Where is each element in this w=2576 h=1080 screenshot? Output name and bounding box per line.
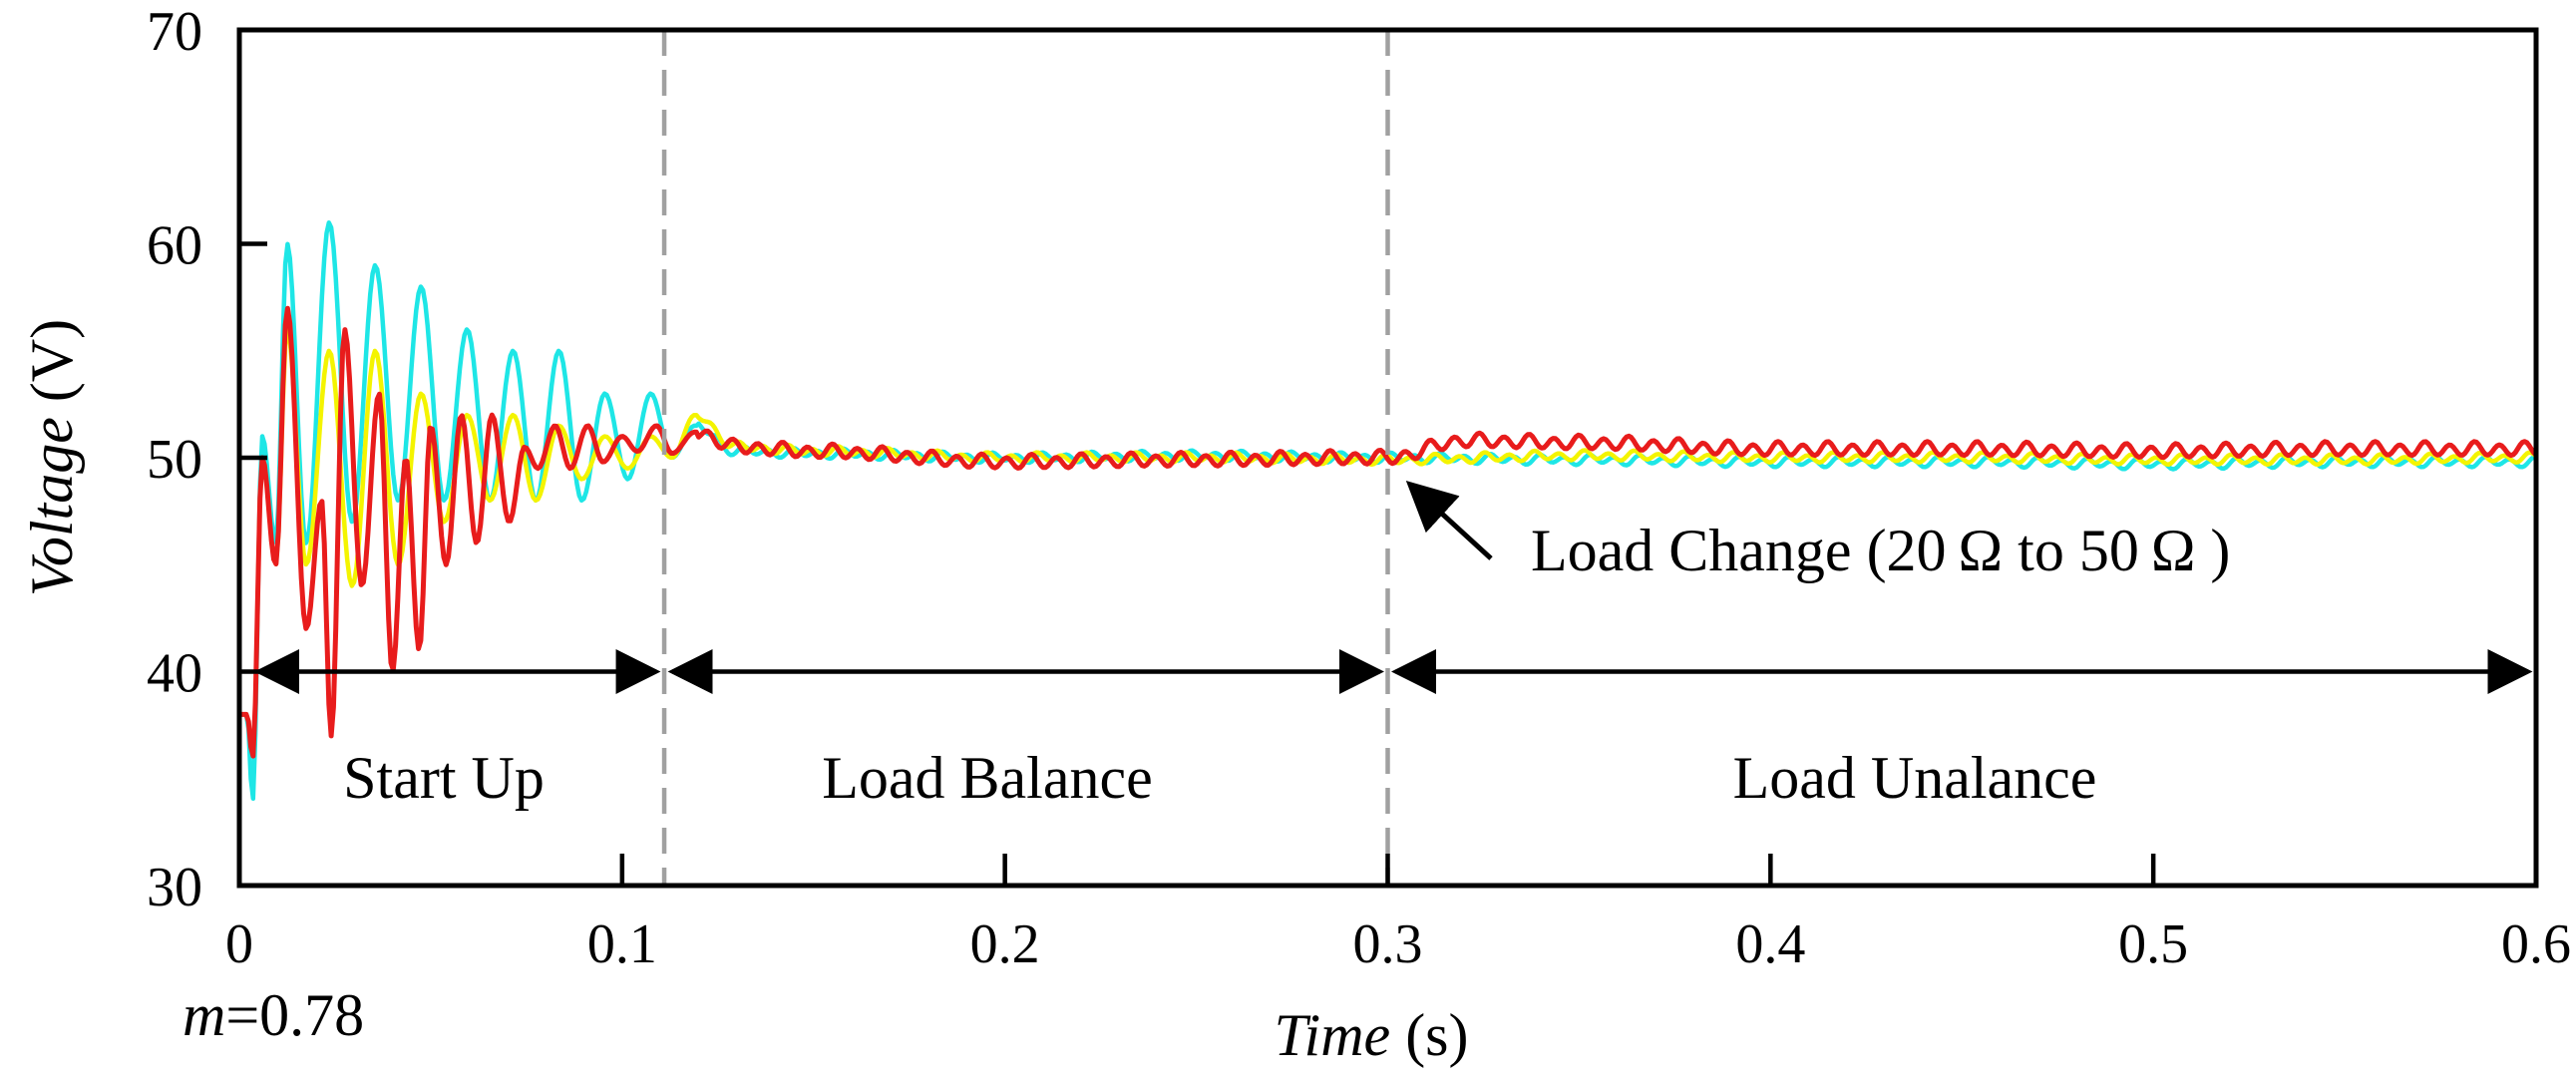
x-axis-label: Time (s) bbox=[1274, 1002, 1468, 1068]
y-axis-label: Voltage (V) bbox=[19, 319, 85, 596]
series-line-red bbox=[238, 305, 2538, 759]
x-axis-label-unit: (s) bbox=[1390, 1002, 1468, 1068]
x-tick-label: 0.5 bbox=[2118, 913, 2188, 975]
y-axis-ticks: 30 40 50 60 70 bbox=[147, 1, 267, 918]
x-tick-label: 0.6 bbox=[2501, 913, 2571, 975]
x-tick-label: 0.2 bbox=[970, 913, 1040, 975]
region-label-1: Start Up bbox=[343, 745, 545, 811]
region-labels: Start Up Load Balance Load Unalance bbox=[343, 745, 2096, 811]
modulation-index-var: m bbox=[183, 982, 225, 1048]
x-axis-label-name: Time bbox=[1274, 1002, 1390, 1068]
event-lines-layer bbox=[661, 30, 1390, 886]
x-tick-label: 0.1 bbox=[587, 913, 657, 975]
x-tick-label: 0.4 bbox=[1735, 913, 1805, 975]
modulation-index-label: m=0.78 bbox=[183, 982, 364, 1048]
region-label-3: Load Unalance bbox=[1733, 745, 2097, 811]
modulation-index-value: =0.78 bbox=[225, 982, 364, 1048]
y-tick-label: 30 bbox=[147, 857, 202, 918]
annotation-arrow bbox=[1405, 481, 1493, 560]
load-change-annotation: Load Change (20 Ω to 50 Ω ) bbox=[1405, 481, 2230, 583]
x-tick-label: 0.3 bbox=[1353, 913, 1423, 975]
y-tick-label: 40 bbox=[147, 643, 202, 705]
y-axis-label-unit: (V) bbox=[19, 319, 85, 417]
x-axis-ticks: 0 0.1 0.2 0.3 0.4 0.5 0.6 bbox=[225, 854, 2571, 975]
y-tick-label: 60 bbox=[147, 215, 202, 277]
y-tick-label: 70 bbox=[147, 1, 202, 63]
annotation-text: Load Change (20 Ω to 50 Ω ) bbox=[1531, 518, 2230, 583]
y-axis-label-name: Voltage bbox=[19, 417, 85, 596]
y-tick-label: 50 bbox=[147, 429, 202, 491]
x-tick-label: 0 bbox=[225, 913, 253, 975]
region-label-2: Load Balance bbox=[822, 745, 1153, 811]
